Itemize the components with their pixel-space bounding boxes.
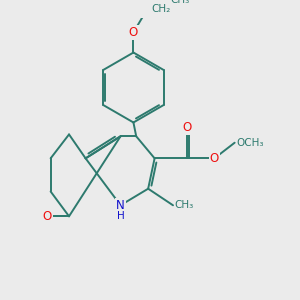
Text: O: O xyxy=(182,121,191,134)
Text: O: O xyxy=(210,152,219,165)
Text: CH₂: CH₂ xyxy=(151,4,170,14)
Text: H: H xyxy=(117,211,124,220)
Text: CH₃: CH₃ xyxy=(175,200,194,210)
Text: OCH₃: OCH₃ xyxy=(236,138,264,148)
Text: N: N xyxy=(116,199,125,212)
Text: CH₃: CH₃ xyxy=(170,0,190,5)
Text: O: O xyxy=(129,26,138,39)
Text: O: O xyxy=(42,210,52,223)
